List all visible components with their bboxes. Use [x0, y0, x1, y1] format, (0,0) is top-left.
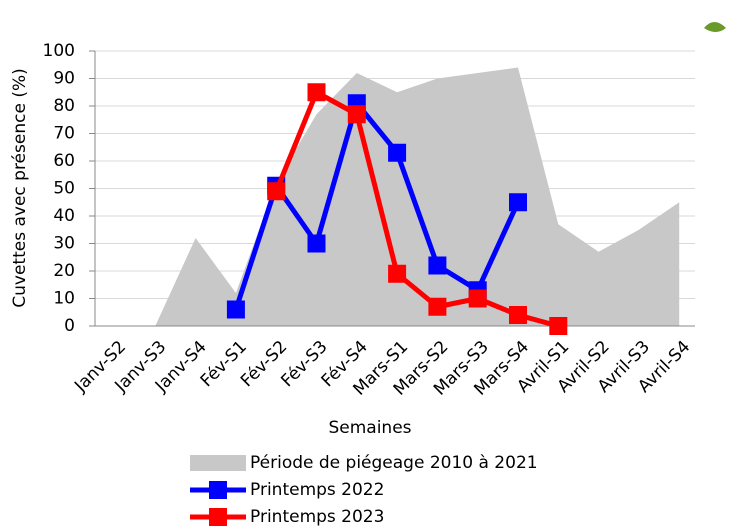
y-tick-label: 10	[53, 289, 75, 309]
marker	[307, 234, 326, 253]
marker	[428, 297, 447, 316]
marker	[468, 289, 487, 308]
marker	[509, 193, 527, 212]
y-tick-label: 70	[53, 124, 75, 144]
marker	[388, 264, 407, 283]
legend-label: Printemps 2023	[250, 507, 384, 526]
marker	[226, 300, 245, 319]
y-tick-label: 0	[64, 316, 75, 336]
marker	[307, 83, 326, 102]
y-tick-label: 60	[53, 151, 75, 171]
legend-swatch	[190, 455, 246, 471]
marker	[347, 105, 366, 124]
y-axis-label: Cuvettes avec présence (%)	[10, 68, 30, 308]
logo	[704, 22, 726, 32]
area	[115, 67, 680, 326]
x-axis-label: Semaines	[328, 418, 411, 438]
y-tick-label: 90	[53, 69, 75, 89]
marker	[428, 256, 447, 275]
marker	[509, 306, 527, 324]
legend-label: Période de piégeage 2010 à 2021	[250, 453, 538, 473]
y-tick-label: 40	[53, 206, 75, 226]
legend-swatch	[209, 481, 227, 499]
y-tick-label: 20	[53, 261, 75, 281]
y-tick-label: 30	[53, 234, 75, 254]
marker	[388, 143, 407, 162]
y-tick-label: 80	[53, 96, 75, 116]
marker	[267, 182, 286, 201]
legend-label: Printemps 2022	[250, 480, 384, 500]
y-tick-label: 50	[53, 179, 75, 199]
y-tick-label: 100	[43, 41, 75, 61]
legend-swatch	[209, 508, 227, 526]
marker	[549, 317, 568, 335]
